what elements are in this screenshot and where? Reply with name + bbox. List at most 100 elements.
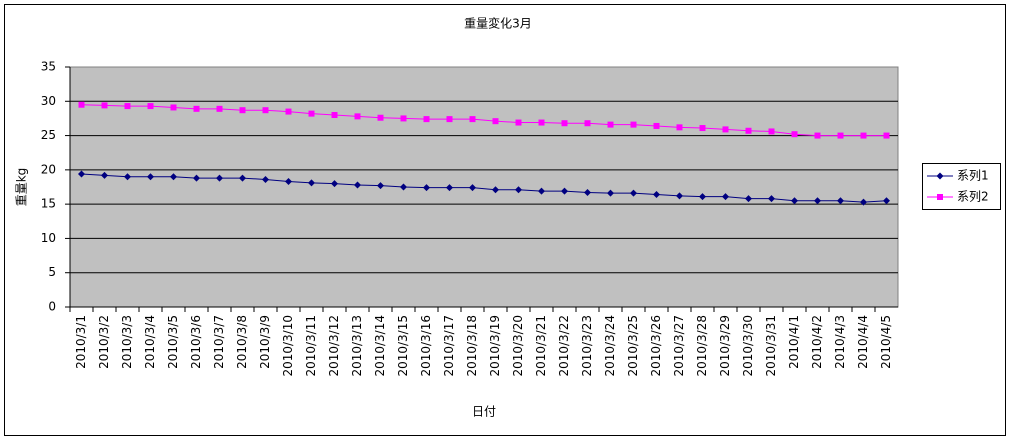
x-tick-label: 2010/3/27 [672,315,686,377]
data-point [745,195,752,203]
data-point [331,180,338,188]
data-point [814,197,821,205]
data-point [837,197,844,205]
data-point [699,125,706,132]
data-point [768,195,775,203]
x-tick-label: 2010/3/23 [580,315,594,377]
data-point [400,183,407,191]
data-point [699,193,706,201]
x-tick-label: 2010/3/20 [511,315,525,377]
x-tick-label: 2010/3/30 [741,315,755,377]
data-point [469,184,476,192]
data-point [170,104,177,111]
data-point [722,193,729,201]
x-tick-label: 2010/3/25 [626,315,640,377]
data-point [193,174,200,182]
x-tick-label: 2010/4/3 [833,315,847,369]
data-point [239,174,246,182]
data-point [354,181,361,189]
data-point [354,113,361,120]
data-point [837,132,844,139]
data-point [377,114,384,121]
y-tick-label: 5 [48,265,56,279]
y-tick-label: 30 [41,94,56,108]
x-tick-label: 2010/4/4 [856,315,870,369]
x-tick-label: 2010/3/24 [603,315,617,377]
x-tick-label: 2010/3/18 [465,315,479,377]
data-point [446,184,453,192]
legend-label: 系列1 [957,169,989,183]
data-point [262,175,269,183]
x-tick-label: 2010/3/26 [649,315,663,377]
x-tick-label: 2010/4/1 [787,315,801,369]
data-point [400,115,407,122]
data-point [216,105,223,112]
legend-label: 系列2 [957,190,989,204]
legend-marker [936,172,944,180]
data-point [124,173,131,181]
y-tick-label: 10 [41,231,56,245]
x-tick-label: 2010/3/1 [74,315,88,369]
legend-marker [937,194,943,200]
x-tick-label: 2010/3/3 [120,315,134,369]
x-tick-label: 2010/3/29 [718,315,732,377]
data-point [814,132,821,139]
y-tick-label: 15 [41,197,56,211]
data-point [883,197,890,205]
data-point [285,178,292,186]
data-point [170,173,177,181]
data-point [124,103,131,110]
x-tick-label: 2010/3/19 [488,315,502,377]
data-point [492,186,499,194]
data-point [78,101,85,108]
series-line [81,104,887,137]
x-tick-label: 2010/3/11 [304,315,318,377]
x-tick-label: 2010/3/17 [442,315,456,377]
data-point [584,120,591,127]
data-point [676,124,683,131]
data-point [216,174,223,182]
y-tick-label: 0 [48,300,56,314]
x-tick-label: 2010/3/16 [419,315,433,377]
data-point [101,171,108,179]
data-point [515,119,522,126]
data-point [515,186,522,194]
data-point [193,105,200,112]
data-point [561,120,568,127]
x-tick-label: 2010/3/2 [97,315,111,369]
x-tick-label: 2010/3/9 [258,315,272,369]
chart-title: 重量変化3月 [464,16,532,31]
data-point [584,188,591,196]
y-tick-label: 25 [41,128,56,142]
x-tick-label: 2010/3/7 [212,315,226,369]
data-point [860,132,867,139]
data-point [262,107,269,114]
y-tick-label: 35 [41,60,56,74]
data-point [423,184,430,192]
data-point [883,132,890,139]
x-tick-label: 2010/3/22 [557,315,571,377]
data-point [538,187,545,195]
data-point [308,179,315,187]
x-tick-label: 2010/3/5 [166,315,180,369]
data-point [768,128,775,135]
x-tick-label: 2010/3/21 [534,315,548,377]
data-point [538,119,545,126]
data-point [745,127,752,134]
series-line [81,173,887,203]
data-point [469,116,476,123]
data-point [446,116,453,123]
data-point [147,103,154,110]
x-tick-label: 2010/4/2 [810,315,824,369]
x-tick-label: 2010/3/31 [764,315,778,377]
data-point [285,108,292,115]
x-tick-label: 2010/4/5 [879,315,893,369]
x-tick-label: 2010/3/10 [281,315,295,377]
x-axis-label: 日付 [472,405,496,419]
data-point [630,121,637,128]
x-tick-label: 2010/3/15 [396,315,410,377]
x-tick-label: 2010/3/12 [327,315,341,377]
x-tick-label: 2010/3/14 [373,315,387,377]
data-point [78,170,85,178]
